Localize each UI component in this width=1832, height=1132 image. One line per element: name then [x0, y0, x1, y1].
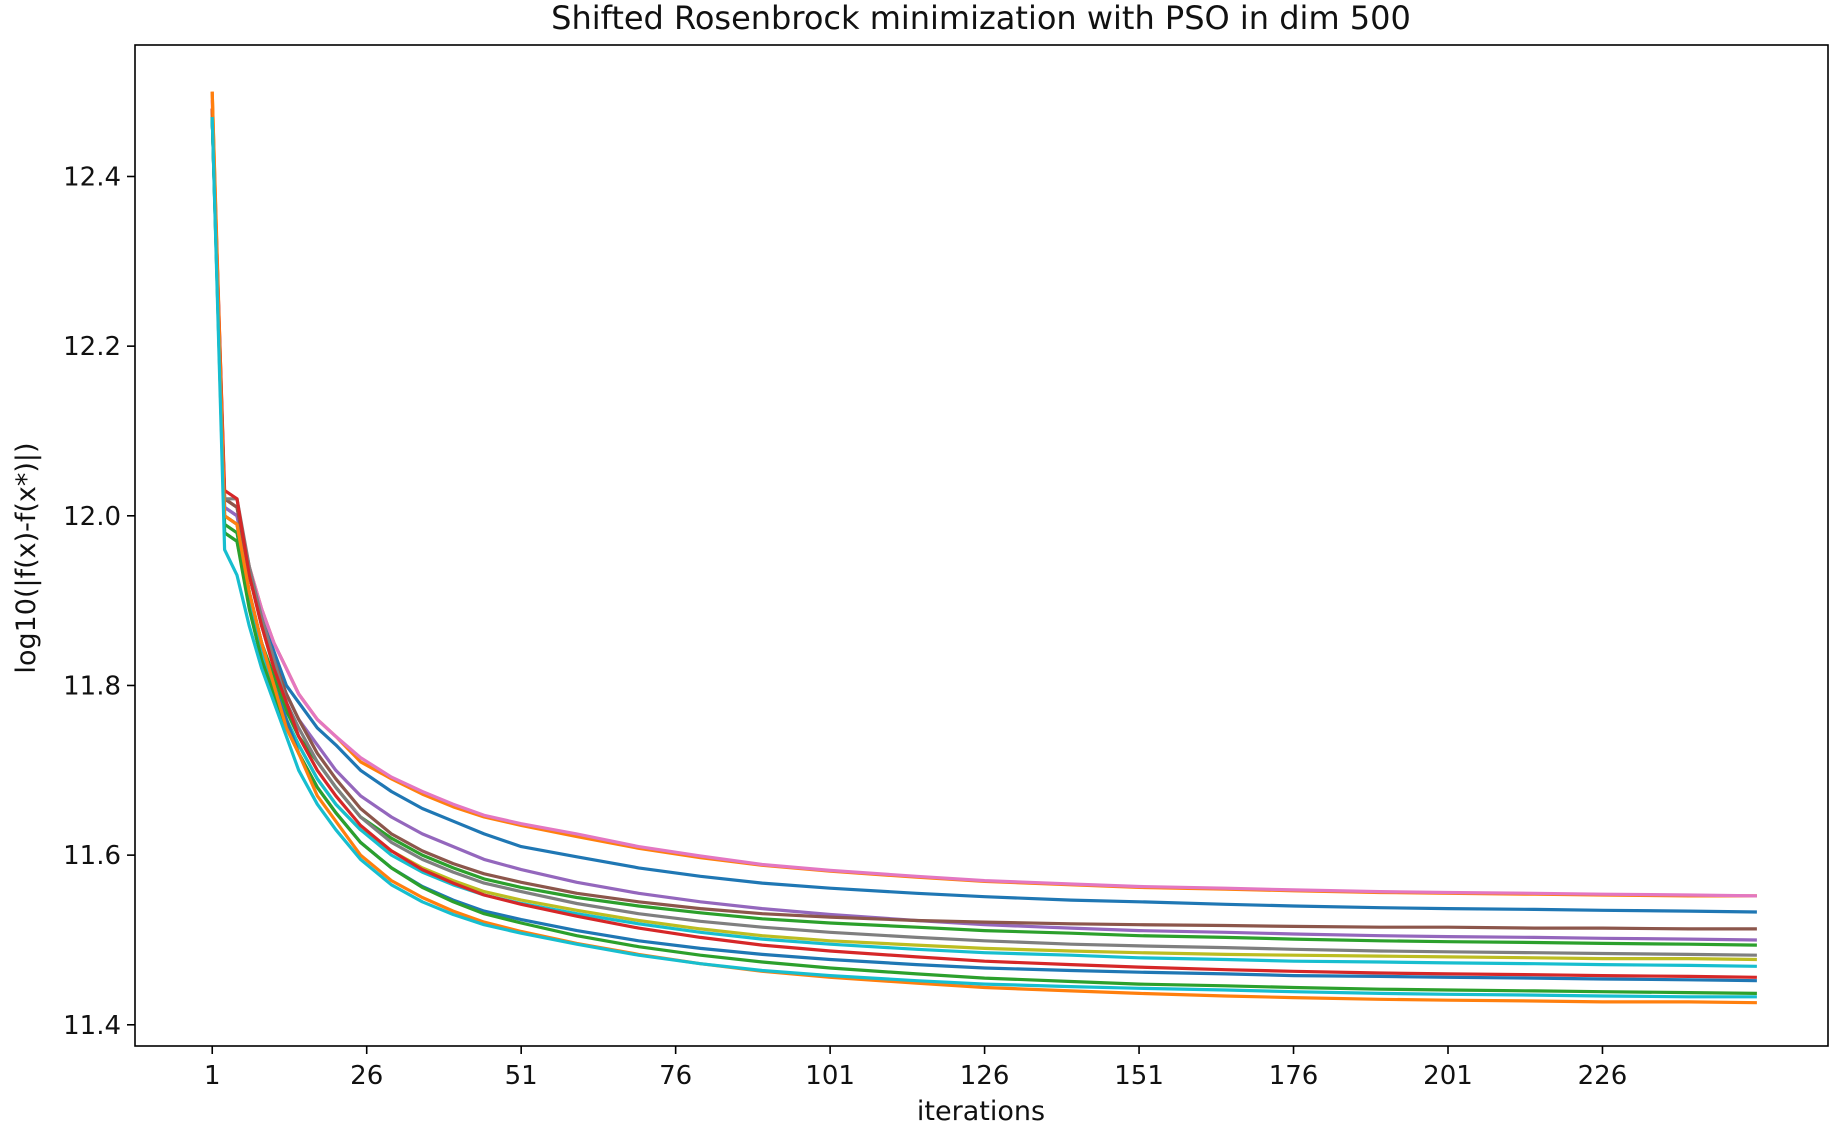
y-axis-ticks: 11.4 11.6 11.8 12.0 12.2 12.4 — [63, 162, 135, 1041]
y-tick-label: 11.4 — [63, 1011, 121, 1041]
x-tick-label: 1 — [204, 1061, 221, 1091]
x-axis-ticks: 1 26 51 76 101 126 151 176 201 226 — [204, 1046, 1627, 1091]
series-line-1 — [210, 108, 1757, 914]
x-axis-label: iterations — [917, 1096, 1045, 1127]
x-tick-label: 101 — [805, 1061, 855, 1091]
y-tick-label: 11.8 — [63, 671, 121, 701]
x-tick-label: 176 — [1269, 1061, 1319, 1091]
x-tick-label: 51 — [505, 1061, 538, 1091]
x-tick-label: 226 — [1578, 1061, 1628, 1091]
y-axis-label: log10(|f(x)-f(x*)|) — [11, 442, 42, 673]
x-tick-label: 126 — [960, 1061, 1010, 1091]
series-line-10 — [210, 108, 1757, 979]
series-line-3 — [210, 100, 1757, 898]
series-line-14 — [210, 117, 1757, 999]
y-tick-label: 12.0 — [63, 502, 121, 532]
series-line-6 — [210, 117, 1757, 947]
series-group — [210, 91, 1757, 1005]
x-tick-label: 26 — [350, 1061, 383, 1091]
chart-title: Shifted Rosenbrock minimization with PSO… — [551, 0, 1411, 37]
x-tick-label: 151 — [1114, 1061, 1164, 1091]
plot-frame — [134, 44, 1829, 1047]
x-tick-label: 201 — [1423, 1061, 1473, 1091]
x-tick-label: 76 — [659, 1061, 692, 1091]
y-tick-label: 12.2 — [63, 332, 121, 362]
y-tick-label: 12.4 — [63, 162, 121, 192]
y-tick-label: 11.6 — [63, 841, 121, 871]
series-line-7 — [210, 108, 1757, 957]
